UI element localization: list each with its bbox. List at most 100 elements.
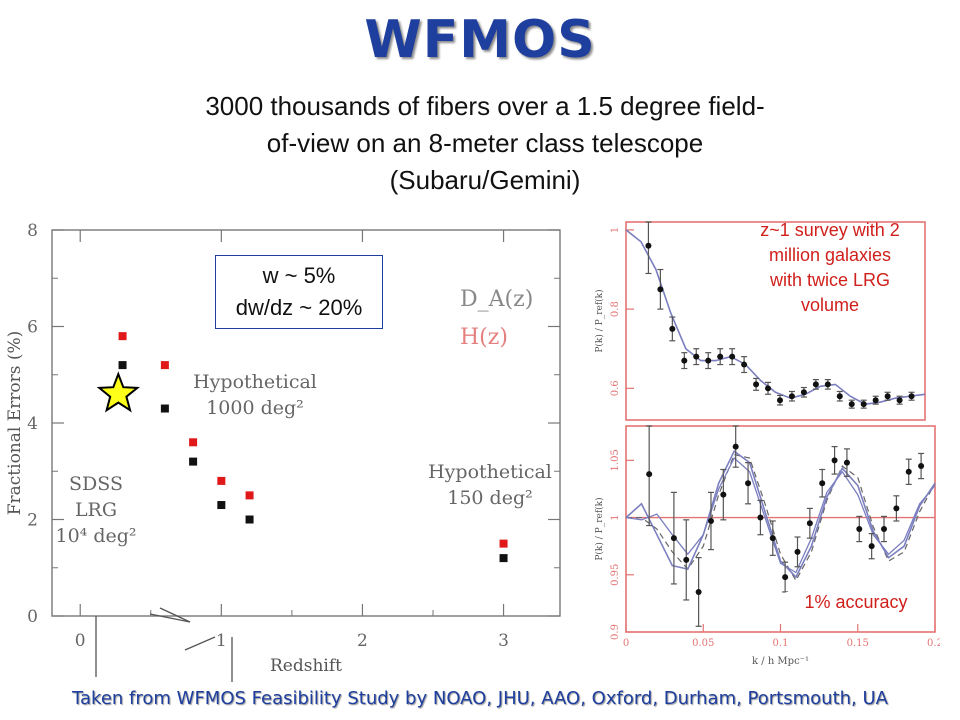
data-point [908,393,915,400]
data-point [757,514,764,521]
data-point [860,401,867,408]
annotation-arrow [149,613,191,623]
x-tick-label: 0 [623,638,629,649]
y-tick-label: 4 [27,414,38,434]
y-tick-label: 0.6 [610,380,621,396]
data-point [669,325,676,332]
y-tick-label: 0.9 [610,624,621,640]
survey-note-line: volume [800,295,860,315]
data-point [217,476,226,485]
data-point [745,480,752,487]
annotation-text: LRG [75,499,117,521]
subtitle-line: 3000 thousands of fibers over a 1.5 degr… [205,91,765,121]
data-point [118,361,127,370]
data-point [918,463,925,470]
x-axis-label: Redshift [270,656,342,676]
data-point [806,520,813,527]
data-point [881,526,888,532]
legend-entry: D_A(z) [460,287,533,312]
model-curve [625,449,936,579]
data-point [695,588,702,595]
data-point [843,459,850,466]
slide-footer: Taken from WFMOS Feasibility Study by NO… [72,688,888,709]
y-tick-label: 8 [27,221,38,241]
data-point [788,393,795,400]
data-point [189,457,198,466]
x-tick-label: 0.15 [847,638,869,649]
data-point [794,548,801,555]
data-point [118,332,127,341]
dark-energy-constraint-box: w ~ 5% dw/dz ~ 20% [215,255,383,329]
annotation-arrow [184,636,216,651]
data-point [189,438,198,447]
data-point [856,526,863,532]
y-tick-label: 2 [27,511,38,531]
annotation-text: 10⁴ deg² [55,525,136,547]
annotation-text: SDSS [69,473,123,495]
stat-line: dw/dz ~ 20% [235,295,363,320]
data-point [670,535,677,542]
subtitle-line: of-view on an 8-meter class telescope [266,128,704,158]
data-point [824,381,831,388]
x-tick-label: 0.05 [692,638,714,649]
panel-frame [625,221,926,421]
data-point [499,554,508,563]
data-point [160,361,169,370]
data-point [905,468,912,475]
data-point [720,491,727,498]
power-spectrum-chart: 0.6 0.8 1 P(k) / P_ref(k) [594,221,926,421]
data-point [769,535,776,542]
y-axis-label: Fractional Errors (%) [5,331,25,516]
survey-note-line: z~1 survey with 2 [760,220,900,240]
data-point [753,381,760,388]
fractional-errors-chart: 0 2 4 6 8 0 1 2 3 Hypothetical 1000 deg² SDSS LRG 10… [5,221,561,682]
y-tick-label: 0.95 [610,564,621,586]
slide-subtitle: 3000 thousands of fibers over a 1.5 degr… [120,88,850,199]
survey-note-line: million galaxies [768,245,892,265]
data-point [776,397,783,404]
y-tick-label: 0 [27,607,38,627]
x-tick-label: 1 [216,631,227,651]
y-tick-label: 6 [27,318,38,338]
x-tick-label: 3 [498,631,509,651]
data-point [499,539,508,548]
data-point [741,361,748,368]
legend-entry: H(z) [460,325,508,350]
y-tick-label: 1 [610,514,621,520]
annotation-text: 150 deg² [447,487,533,509]
data-point [646,471,653,478]
data-point [812,381,819,388]
data-point [782,574,789,581]
data-point [848,401,855,408]
data-point [681,357,688,364]
data-point [729,353,736,360]
annotation-arrow [159,607,191,623]
data-point [732,443,739,450]
baryon-oscillation-chart: 0.9 0.95 1 1.05 0 0.05 0.1 0.15 0.2 k / h Mpc⁻¹ P(… [594,425,940,667]
y-axis-label: P(k) / P_ref(k) [594,497,605,560]
x-tick-label: 0 [75,631,86,651]
data-point [693,353,700,360]
model-curve-alt [625,456,936,574]
survey-note: z~1 survey with 2 million galaxies with … [715,218,945,318]
annotation-text: Hypothetical [193,371,317,393]
stat-line: w ~ 5% [262,263,336,288]
data-point [872,397,879,404]
annotation-text: Hypothetical [428,461,552,483]
data-point [245,491,254,500]
data-point [705,357,712,364]
y-tick-label: 1 [610,227,621,233]
data-point [765,385,772,392]
star-icon [96,371,140,413]
data-point [893,505,900,512]
data-point [896,397,903,404]
data-point [657,286,664,293]
x-tick-label: 2 [357,631,368,651]
data-point [831,457,838,464]
data-point [868,543,875,550]
annotation-text: 1000 deg² [206,397,304,419]
data-point [217,501,226,510]
data-point [683,556,690,563]
data-point [245,515,254,524]
x-axis-label: k / h Mpc⁻¹ [752,656,809,667]
